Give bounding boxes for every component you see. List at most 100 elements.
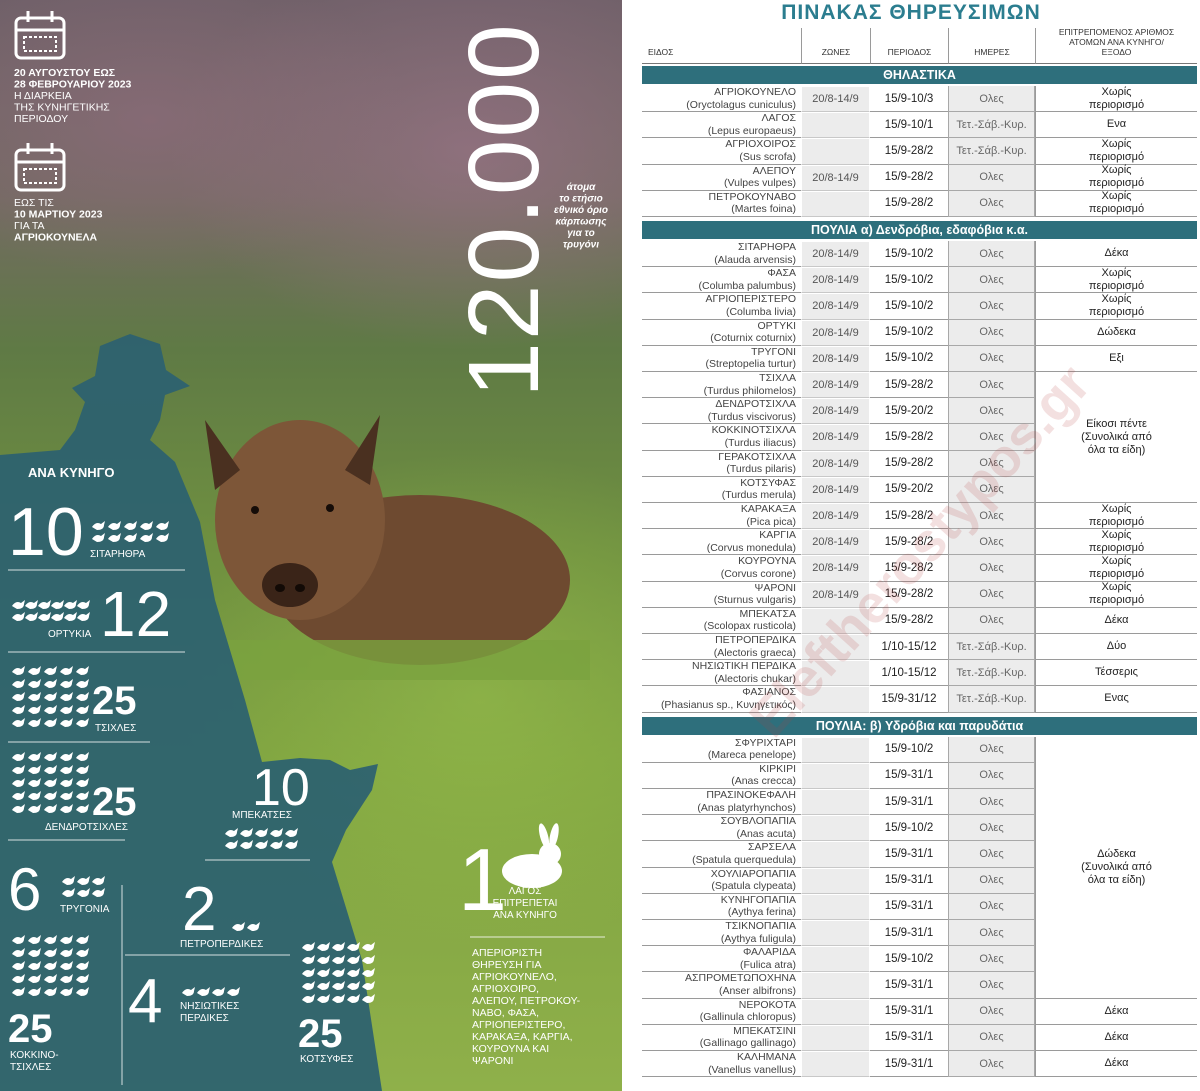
bird-icon [28, 666, 41, 675]
bird-icon [25, 612, 38, 621]
limit-icons [12, 666, 89, 727]
species-latin: (Turdus philomelos) [703, 384, 796, 397]
species-latin: (Sturnus vulgaris) [713, 594, 796, 607]
species-cell: ΦΑΣΑ (Columba palumbus) [642, 267, 801, 294]
bird-icon [76, 961, 89, 970]
period-cell: 15/9-28/2 [870, 191, 948, 217]
days-cell: Ολες [948, 762, 1035, 789]
zone-cell [801, 762, 870, 789]
days-cell: Τετ.-Σάβ.-Κυρ. [948, 660, 1035, 687]
limit-number: 4 [128, 967, 162, 1036]
period-cell: 15/9-31/1 [870, 920, 948, 947]
days-cell: Ολες [948, 476, 1035, 503]
days-cell: Ολες [948, 190, 1035, 217]
days-cell: Ολες [948, 1024, 1035, 1051]
days-cell: Ολες [948, 86, 1035, 113]
days-cell: Τετ.-Σάβ.-Κυρ. [948, 112, 1035, 139]
days-cell: Ολες [948, 503, 1035, 530]
zone-cell: 20/8-14/9 [801, 581, 870, 608]
zone-cell [801, 607, 870, 634]
bird-icon [225, 828, 238, 837]
big-number-caption: κάρπωσης [555, 217, 607, 228]
bird-icon [317, 994, 330, 1003]
zone-cell [801, 1051, 870, 1078]
species-name: ΣΦΥΡΙΧΤΑΡΙ [734, 736, 796, 749]
species-latin: (Turdus pilaris) [726, 463, 796, 476]
species-cell: ΑΓΡΙΟΧΟΙΡΟΣ (Sus scrofa) [642, 138, 801, 165]
species-name: ΣΟΥΒΛΟΠΑΠΙΑ [720, 815, 796, 828]
bird-icon [51, 612, 64, 621]
species-latin: (Spatula clypeata) [711, 880, 796, 893]
limit-cell: Δέκα [1035, 998, 1197, 1025]
bird-icon [44, 752, 57, 761]
bird-icon [285, 840, 298, 849]
species-cell: ΚΑΡΑΚΑΞΑ (Pica pica) [642, 503, 801, 530]
limit-label: ΕΠΙΤΡΕΠΕΤΑΙ [493, 898, 558, 909]
unlimited-text: ΘΗΡΕΥΣΗ ΓΙΑ [472, 959, 541, 971]
period-cell: 15/9-31/1 [870, 972, 948, 999]
days-cell: Ολες [948, 398, 1035, 425]
period-cell: 15/9-31/1 [870, 1051, 948, 1078]
days-cell: Τετ.-Σάβ.-Κυρ. [948, 686, 1035, 713]
bird-icon [302, 994, 315, 1003]
bird-icon [302, 981, 315, 990]
species-latin: (Gallinago gallinago) [699, 1037, 796, 1050]
bird-icon [182, 987, 195, 996]
bird-icon [28, 961, 41, 970]
limit-label: ΠΕΤΡΟΠΕΡΔΙΚΕΣ [180, 939, 263, 950]
limit-number: 1 [458, 830, 507, 929]
column-header: ΕΠΙΤΡΕΠΟΜΕΝΟΣ ΑΡΙΘΜΟΣ ΑΤΟΜΩΝ ΑΝΑ ΚΥΝΗΓΟ/… [1035, 27, 1197, 64]
zone-cell [801, 841, 870, 868]
period-cell: 15/9-10/2 [870, 346, 948, 372]
bird-icon [44, 791, 57, 800]
bird-icon [332, 968, 345, 977]
bird-icon [255, 840, 268, 849]
species-name: ΦΑΛΑΡΙΔΑ [742, 946, 796, 959]
bird-icon [362, 994, 375, 1003]
species-latin: (Anser albifrons) [718, 984, 796, 997]
bird-icon [347, 994, 360, 1003]
bird-icon [77, 888, 90, 897]
period-cell: 1/10-15/12 [870, 634, 948, 661]
days-cell: Ολες [948, 450, 1035, 477]
bird-icon [247, 922, 260, 931]
bird-icon [156, 533, 169, 542]
days-cell: Ολες [948, 946, 1035, 973]
unlimited-text: ΨΑΡΟΝΙ [472, 1055, 513, 1067]
species-name: ΧΟΥΛΙΑΡΟΠΑΠΙΑ [710, 867, 796, 880]
bird-icon [76, 679, 89, 688]
bird-icon [92, 888, 105, 897]
rabbit-season-text: ΕΩΣ ΤΙΣ [14, 197, 54, 209]
species-cell: ΧΟΥΛΙΑΡΟΠΑΠΙΑ (Spatula clypeata) [642, 868, 801, 894]
species-cell: ΚΟΥΡΟΥΝΑ (Corvus corone) [642, 555, 801, 582]
period-cell: 15/9-31/1 [870, 999, 948, 1025]
bird-icon [302, 942, 315, 951]
rabbit-icon [539, 843, 561, 865]
period-cell: 15/9-10/2 [870, 737, 948, 763]
period-cell: 15/9-31/1 [870, 763, 948, 789]
rabbit-icon [538, 823, 550, 849]
bird-icon [28, 705, 41, 714]
zone-cell: 20/8-14/9 [801, 319, 870, 346]
species-name: ΚΟΚΚΙΝΟΤΣΙΧΛΑ [711, 424, 796, 437]
bird-icon [12, 974, 25, 983]
species-cell: ΠΕΤΡΟΚΟΥΝΑΒΟ (Martes foina) [642, 191, 801, 217]
days-cell: Ολες [948, 998, 1035, 1025]
period-cell: 15/9-31/1 [870, 789, 948, 816]
bird-icon [60, 718, 73, 727]
species-cell: ΚΥΝΗΓΟΠΑΠΙΑ (Aythya ferina) [642, 894, 801, 920]
bird-icon [347, 981, 360, 990]
days-cell: Ολες [948, 867, 1035, 894]
limit-label: ΑΝΑ ΚΥΝΗΓΟ [493, 910, 557, 921]
bird-icon [12, 705, 25, 714]
bird-icon [317, 942, 330, 951]
species-cell: ΚΟΚΚΙΝΟΤΣΙΧΛΑ (Turdus iliacus) [642, 424, 801, 451]
species-cell: ΟΡΤΥΚΙ (Coturnix coturnix) [642, 320, 801, 346]
bird-icon [156, 521, 169, 530]
species-cell: ΦΑΛΑΡΙΔΑ (Fulica atra) [642, 946, 801, 973]
calendar-icon [14, 11, 66, 60]
period-cell: 15/9-31/1 [870, 894, 948, 920]
species-cell: ΚΟΤΣΥΦΑΣ (Turdus merula) [642, 477, 801, 503]
big-number-caption: το ετήσιο [559, 194, 602, 205]
zone-cell: 20/8-14/9 [801, 476, 870, 503]
